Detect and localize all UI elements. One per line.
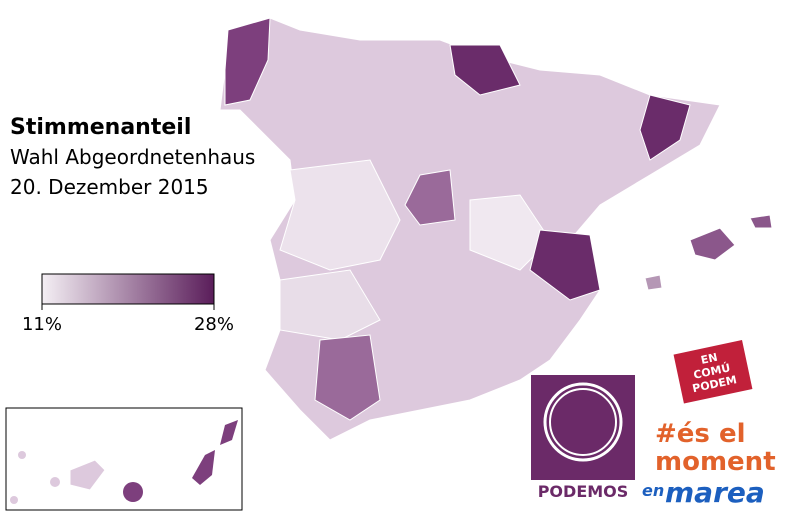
tick-label: 28% (194, 314, 234, 335)
title: Stimmenanteil (10, 115, 191, 140)
colorbar (41, 273, 215, 305)
logo-text: en (642, 481, 664, 500)
podemos-logo: PODEMOS (531, 375, 635, 501)
island (69, 459, 106, 491)
logo-text: #és el (655, 419, 746, 449)
colorbar-ticks: 11% 28% (22, 304, 234, 335)
logo-box (673, 340, 753, 404)
en-comu-logo: EN COMÚ PODEM (673, 340, 753, 404)
region (639, 94, 691, 161)
region (224, 17, 271, 106)
island (192, 450, 215, 485)
logo-text: EN (700, 351, 719, 367)
island (18, 451, 26, 459)
logo-text: moment (655, 447, 776, 477)
island (50, 477, 60, 487)
island (220, 420, 238, 445)
region (279, 269, 381, 341)
logo-circle (543, 382, 623, 462)
region (529, 229, 601, 301)
region (314, 334, 381, 421)
island (10, 496, 18, 504)
balearic (749, 214, 773, 229)
balearic (689, 227, 736, 261)
logo-text: marea (665, 476, 765, 509)
region (449, 44, 521, 96)
subtitle: Wahl Abgeordnetenhaus (10, 145, 255, 169)
inset-frame (5, 407, 243, 511)
logo-circle (549, 388, 617, 456)
logo-box (531, 375, 635, 480)
balearic (644, 274, 663, 291)
canary-inset (5, 407, 243, 511)
island (123, 482, 143, 502)
map (219, 17, 773, 441)
region (404, 169, 456, 226)
subtitle: 20. Dezember 2015 (10, 175, 209, 199)
region (279, 159, 401, 271)
tick-label: 11% (22, 314, 62, 335)
logo-text: PODEMOS (538, 482, 629, 501)
